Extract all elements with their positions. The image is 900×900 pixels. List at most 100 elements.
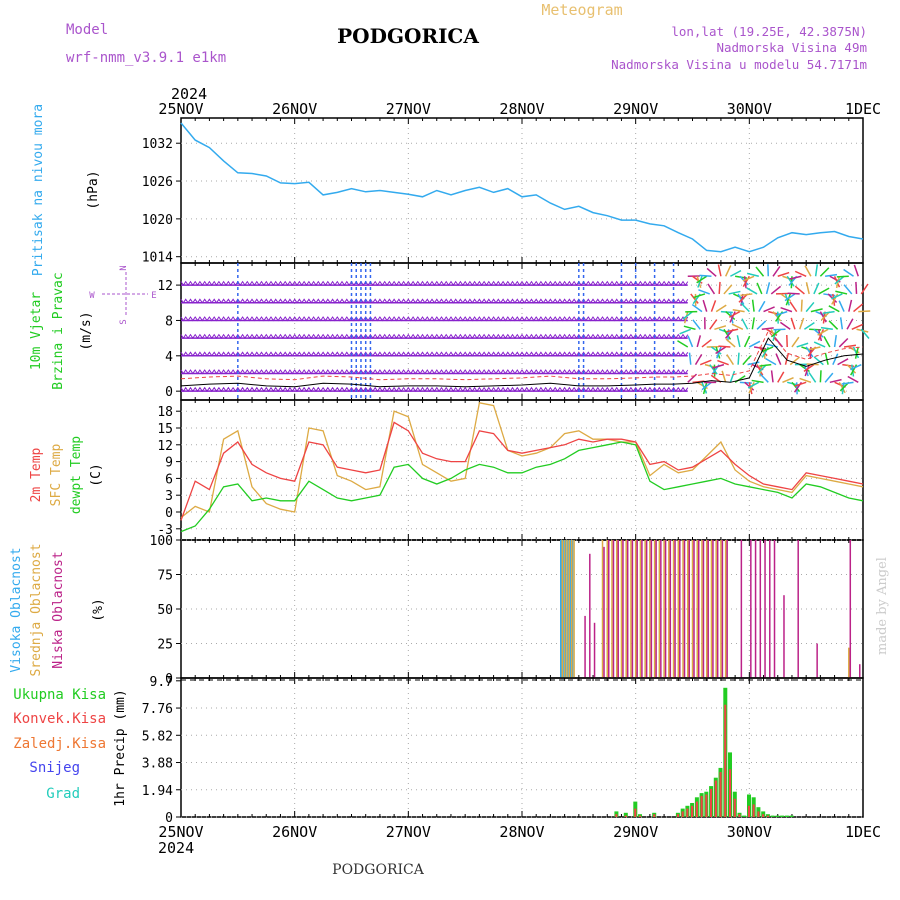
precip-panel: 0 1.94 3.88 5.82 7.76 9.7 1hr Precip (mm) Uku…: [13, 675, 864, 826]
wind-arrow: [747, 361, 760, 366]
wind-arrow: [817, 328, 829, 336]
wind-arrow: [706, 267, 717, 277]
precip-bar-convective: [695, 801, 698, 817]
wind-arrow: [693, 293, 706, 299]
lonlat-text: lon,lat (19.25E, 42.3875N): [671, 24, 867, 39]
wind-arrow: [822, 310, 835, 315]
wind-arrow: [679, 328, 692, 335]
wind-arrow: [687, 373, 698, 383]
temp-series: [180, 402, 864, 533]
wind-arrow: [740, 293, 753, 297]
wind-arrow: [737, 293, 745, 305]
wind-arrow: [790, 317, 796, 330]
precip-bar-total: [742, 815, 747, 817]
wind-arrow: [829, 378, 842, 384]
precip-bar-convective: [615, 814, 618, 817]
wind-arrow: [696, 275, 708, 284]
time-label-top: 29NOV: [613, 100, 658, 118]
series-line: [180, 337, 864, 388]
ytick-label: 12: [157, 279, 173, 294]
wind-arrow: [828, 320, 839, 330]
wind-arrow: [813, 341, 826, 348]
wind-arrow: [723, 284, 733, 295]
time-label-top: 26NOV: [272, 100, 317, 118]
compass-rose: N S W E: [89, 265, 156, 324]
precip-bar-convective: [733, 798, 736, 817]
wind-arrow: [698, 289, 710, 295]
wind-arrow: [742, 275, 755, 282]
precip-bar-convective: [752, 804, 755, 817]
wind-arrow: [770, 370, 774, 383]
wind-arrow: [761, 327, 774, 331]
ytick-label: 4: [165, 350, 173, 365]
wind-arrow: [787, 292, 800, 295]
precip-bar-convective: [738, 814, 741, 817]
wind-arrow: [860, 283, 869, 295]
precip-bar-convective: [747, 805, 750, 817]
precip-bar-convective: [766, 815, 769, 817]
cloud-label-high: Visoka Oblacnost: [9, 547, 24, 672]
credit-text: made by Angel: [875, 557, 890, 655]
wind-arrow: [730, 269, 742, 277]
wind-arrow: [741, 318, 749, 330]
wind-arrow: [847, 375, 859, 383]
precip-bar-convective: [653, 814, 656, 817]
wind-arrow: [808, 346, 821, 351]
series-line: [180, 122, 864, 253]
year-top: 2024: [171, 85, 207, 103]
wind-arrow: [789, 301, 798, 313]
ytick-label: 1026: [142, 175, 173, 190]
precip-bar-convective: [719, 772, 722, 817]
ytick-label: -3: [157, 523, 173, 538]
precip-bar-convective: [710, 788, 713, 817]
time-label-top: 30NOV: [727, 100, 772, 118]
wind-arrow: [814, 264, 819, 277]
wind-arrow: [784, 293, 796, 302]
wind-arrow: [682, 311, 693, 320]
compass-s: S: [119, 319, 129, 324]
ytick-label: 18: [157, 405, 173, 420]
ytick-label: 25: [157, 638, 173, 653]
time-label-bottom: 25NOV: [158, 823, 203, 841]
wind-arrow: [819, 311, 827, 323]
precip-bar-convective: [639, 815, 642, 817]
wind-arrow: [747, 381, 760, 389]
wind-arrow: [714, 325, 727, 331]
wind-arrow: [804, 321, 815, 330]
precip-bar-convective: [700, 795, 703, 817]
wind-arrow: [832, 353, 839, 365]
precip-bar-convective: [676, 814, 679, 817]
temp-label-2m: 2m Temp: [29, 447, 44, 502]
wind-arrow: [697, 276, 703, 288]
wind-arrow: [724, 265, 732, 277]
wind-arrow: [813, 356, 824, 366]
wind-unit: (m/s): [79, 311, 94, 350]
precip-bar-convective: [762, 814, 765, 817]
precip-bar-convective: [714, 780, 717, 817]
time-label-bottom: 29NOV: [613, 823, 658, 841]
wind-arrow: [789, 275, 802, 280]
wind-arrow: [707, 283, 716, 295]
precip-bar-total: [775, 815, 780, 817]
wind-arrow: [799, 377, 812, 384]
ytick-label: 9: [165, 456, 173, 471]
wind-arrow: [819, 370, 822, 383]
wind-arrow: [756, 320, 767, 330]
wind-arrow: [715, 346, 727, 355]
wind-arrow: [836, 275, 849, 278]
temp-unit: (C): [89, 463, 104, 486]
wind-arrow: [858, 310, 871, 313]
wind-arrow: [823, 336, 831, 348]
wind-arrow: [833, 334, 837, 348]
time-axis-top: 25NOV 26NOV 27NOV 28NOV 29NOV 30NOV 1DEC: [158, 100, 881, 118]
wind-arrow: [818, 287, 830, 295]
cloud-label-mid: Srednja Oblacnost: [29, 543, 44, 676]
wind-gust-line: [180, 330, 864, 381]
ytick-label: 1020: [142, 213, 173, 228]
wind-arrow: [743, 335, 751, 348]
wind-arrow: [772, 311, 782, 322]
wind-arrow: [805, 282, 810, 295]
wind-arrow: [761, 346, 774, 353]
wind-arrow: [835, 290, 848, 295]
wind-arrow: [729, 370, 736, 383]
